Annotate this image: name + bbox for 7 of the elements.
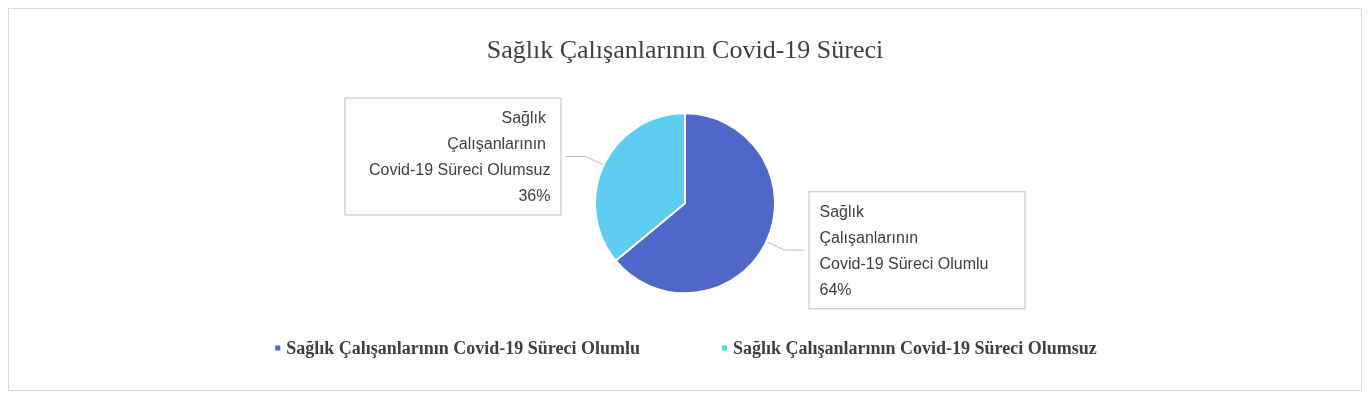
legend-label: Sağlık Çalışanlarının Covid-19 Süreci Olumsuz: [733, 338, 1097, 358]
data-label: 64%: [819, 280, 852, 298]
legend-label: Sağlık Çalışanlarının Covid-19 Süreci Olumlu: [286, 338, 641, 358]
slice-label: Sağlık Çalışanlarının Covid-19 Süreci Olumlu: [819, 202, 989, 272]
data-label: 36%: [518, 186, 551, 204]
chart-title: Sağlık Çalışanlarının Covid-19 Süreci: [486, 34, 884, 64]
slice-label: Sağlık Çalışanlarının Covid-19 Süreci Olumsuz: [369, 108, 551, 178]
